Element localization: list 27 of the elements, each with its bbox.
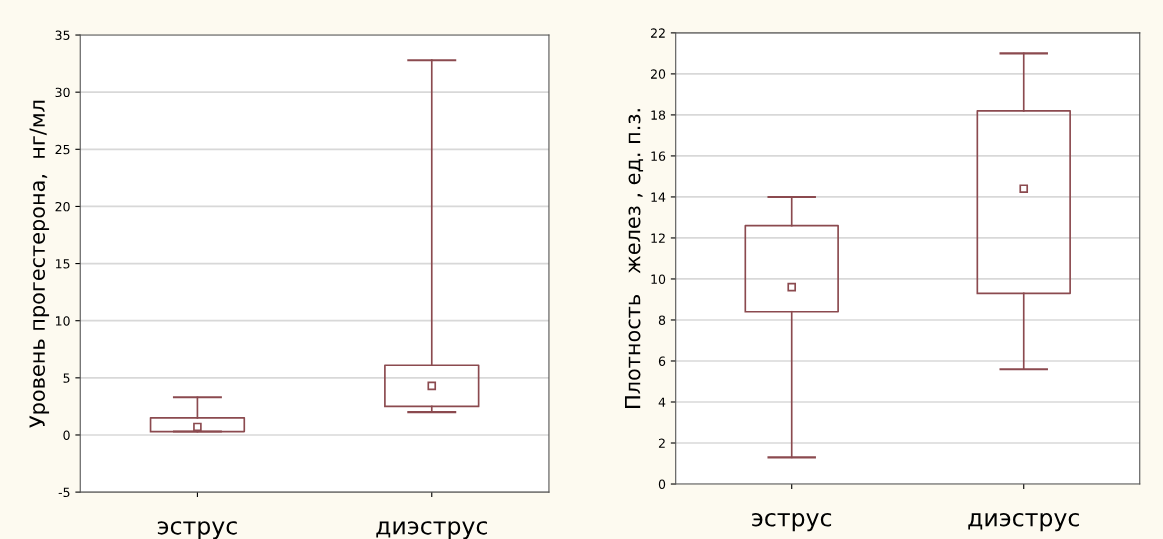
y-tick-label: 25 — [55, 144, 70, 155]
y-tick-label: 35 — [55, 30, 70, 40]
y-tick-label: 16 — [651, 151, 666, 161]
y-tick-label: 20 — [55, 201, 70, 212]
y-axis-title: Плотность желез , ед. п.з. — [625, 109, 644, 408]
y-tick-label: 2 — [658, 438, 665, 448]
y-tick-label: 0 — [658, 479, 666, 489]
y-tick-label: 14 — [651, 192, 666, 202]
y-tick-label: 5 — [63, 373, 70, 383]
y-tick-label: 10 — [55, 316, 70, 326]
y-tick-label: 0 — [63, 430, 70, 440]
x-tick-label: диэструс — [376, 521, 487, 539]
y-tick-label: 20 — [650, 69, 666, 79]
y-tick-label: 18 — [651, 110, 666, 120]
y-tick-label: 6 — [658, 356, 666, 366]
y-tick-label: 22 — [650, 28, 665, 38]
x-tick-label: эструс — [157, 521, 237, 539]
y-tick-label: 15 — [55, 259, 70, 269]
y-tick-label: 12 — [651, 233, 665, 243]
y-tick-label: 8 — [658, 315, 666, 325]
y-tick-label: 30 — [55, 87, 70, 98]
y-tick-label: 10 — [651, 274, 666, 284]
x-tick-label: эструс — [752, 513, 832, 532]
y-axis-title: Уровень прогестерона, нг/мл — [29, 100, 50, 428]
x-tick-label: диэструс — [968, 513, 1079, 532]
y-tick-label: 4 — [658, 397, 666, 407]
y-tick-label: -5 — [58, 487, 70, 498]
